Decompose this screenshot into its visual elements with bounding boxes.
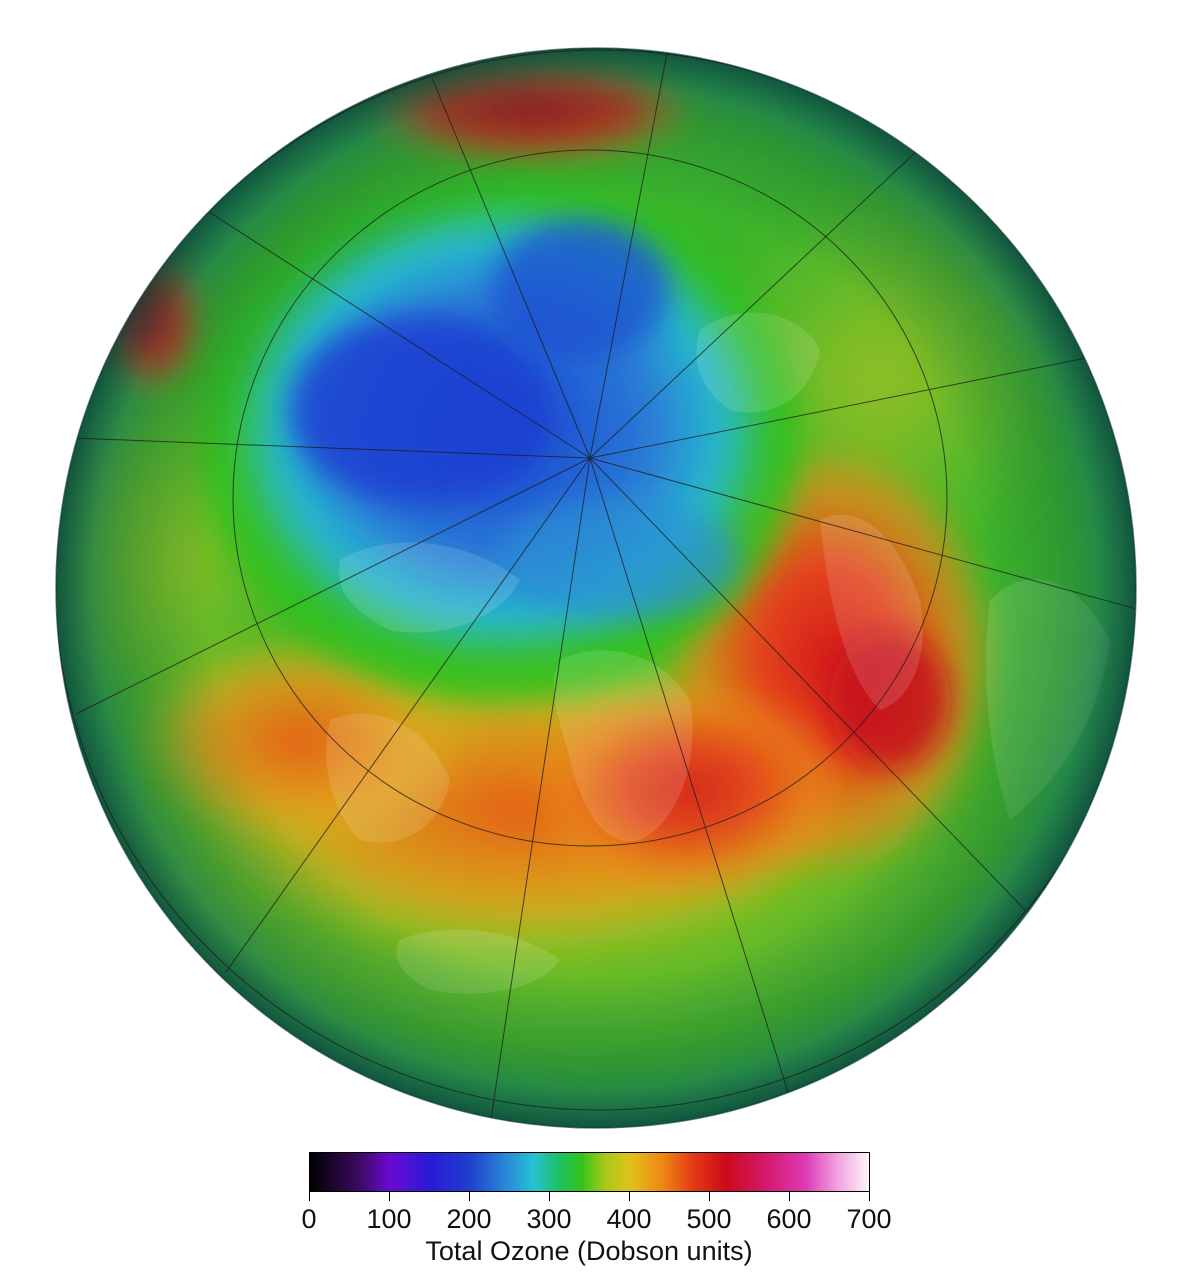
colorbar-tick-label: 700 <box>846 1204 892 1234</box>
colorbar-tick-mark <box>869 1192 870 1201</box>
colorbar-tick-mark <box>309 1192 310 1201</box>
colorbar-tick-mark <box>469 1192 470 1201</box>
colorbar-tick-label: 0 <box>301 1204 317 1234</box>
colorbar-tick-mark <box>389 1192 390 1201</box>
colorbar-tick-label: 400 <box>606 1204 652 1234</box>
colorbar-tick-mark <box>709 1192 710 1201</box>
colorbar-title: Total Ozone (Dobson units) <box>425 1236 753 1266</box>
colorbar-tick-label: 200 <box>446 1204 492 1234</box>
colorbar-tick-label: 100 <box>366 1204 412 1234</box>
colorbar-tick-mark <box>629 1192 630 1201</box>
colorbar-tick-label: 600 <box>766 1204 812 1234</box>
latitude-circle-inner <box>232 149 948 847</box>
colorbar-tick-label: 500 <box>686 1204 732 1234</box>
ozone-globe-map <box>55 47 1137 1129</box>
colorbar-tick-label: 300 <box>526 1204 572 1234</box>
colorbar-tick-mark <box>549 1192 550 1201</box>
colorbar <box>309 1152 870 1192</box>
colorbar-legend: 0 100 200 300 400 500 600 700 Total Ozone (Dobs… <box>301 1152 892 1276</box>
graticule-lines <box>56 48 1136 1127</box>
colorbar-tick-mark <box>789 1192 790 1201</box>
latitude-circle-outer <box>56 49 1136 1111</box>
